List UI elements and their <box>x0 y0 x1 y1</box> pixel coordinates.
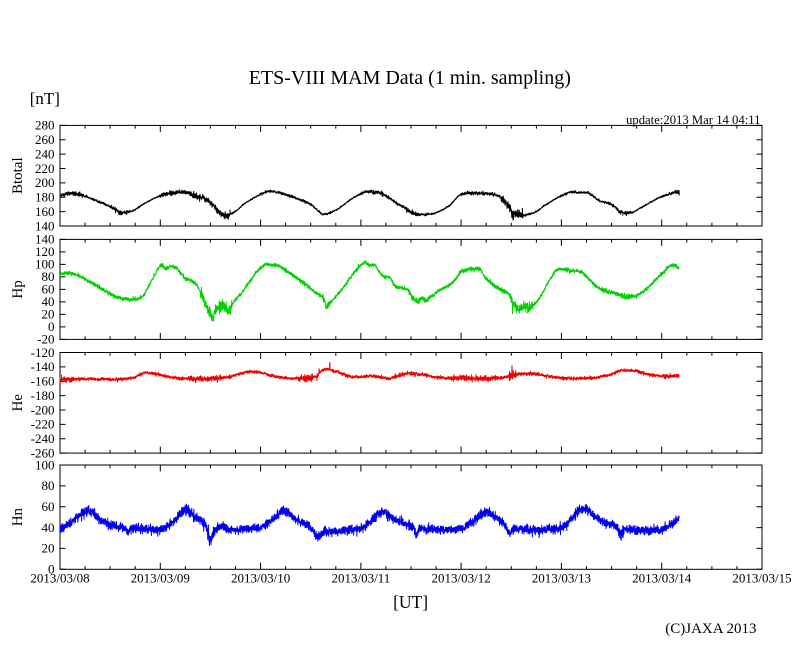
svg-text:100: 100 <box>35 257 55 272</box>
svg-text:Btotal: Btotal <box>10 157 26 194</box>
svg-text:-140: -140 <box>31 359 55 374</box>
svg-text:2013/03/09: 2013/03/09 <box>131 571 190 586</box>
svg-text:60: 60 <box>42 499 55 514</box>
svg-text:20: 20 <box>42 307 55 322</box>
svg-text:-220: -220 <box>31 417 55 432</box>
svg-text:220: 220 <box>35 161 55 176</box>
svg-text:0: 0 <box>48 319 55 334</box>
svg-text:-180: -180 <box>31 388 55 403</box>
svg-text:2013/03/08: 2013/03/08 <box>30 571 89 586</box>
svg-text:2013/03/12: 2013/03/12 <box>431 571 490 586</box>
svg-text:260: 260 <box>35 132 55 147</box>
svg-text:-260: -260 <box>31 445 55 460</box>
svg-text:(C)JAXA 2013: (C)JAXA 2013 <box>665 621 756 637</box>
svg-text:80: 80 <box>42 478 55 493</box>
svg-text:-240: -240 <box>31 431 55 446</box>
svg-text:Hp: Hp <box>10 280 26 298</box>
svg-text:40: 40 <box>42 520 55 535</box>
svg-text:120: 120 <box>35 244 55 259</box>
svg-text:80: 80 <box>42 269 55 284</box>
svg-text:40: 40 <box>42 294 55 309</box>
svg-text:2013/03/15: 2013/03/15 <box>732 571 791 586</box>
svg-text:140: 140 <box>35 218 55 233</box>
svg-text:-200: -200 <box>31 402 55 417</box>
svg-text:-160: -160 <box>31 374 55 389</box>
svg-text:[UT]: [UT] <box>393 592 428 612</box>
svg-text:0: 0 <box>48 562 55 577</box>
svg-text:-120: -120 <box>31 345 55 360</box>
svg-text:200: 200 <box>35 175 55 190</box>
svg-text:140: 140 <box>35 232 55 247</box>
svg-text:60: 60 <box>42 282 55 297</box>
svg-text:160: 160 <box>35 204 55 219</box>
svg-text:240: 240 <box>35 146 55 161</box>
svg-text:20: 20 <box>42 541 55 556</box>
svg-text:He: He <box>10 394 26 412</box>
svg-text:-20: -20 <box>37 332 54 347</box>
svg-text:Hn: Hn <box>10 507 26 526</box>
svg-text:280: 280 <box>35 118 55 133</box>
svg-text:180: 180 <box>35 190 55 205</box>
svg-text:100: 100 <box>35 457 55 472</box>
svg-text:2013/03/10: 2013/03/10 <box>231 571 290 586</box>
svg-text:[nT]: [nT] <box>30 89 60 108</box>
svg-text:2013/03/11: 2013/03/11 <box>332 571 391 586</box>
svg-text:ETS-VIII MAM Data (1 min. samp: ETS-VIII MAM Data (1 min. sampling) <box>249 67 571 89</box>
svg-text:2013/03/14: 2013/03/14 <box>632 571 692 586</box>
svg-text:update:2013 Mar 14 04:11: update:2013 Mar 14 04:11 <box>626 113 761 127</box>
svg-text:2013/03/13: 2013/03/13 <box>532 571 591 586</box>
